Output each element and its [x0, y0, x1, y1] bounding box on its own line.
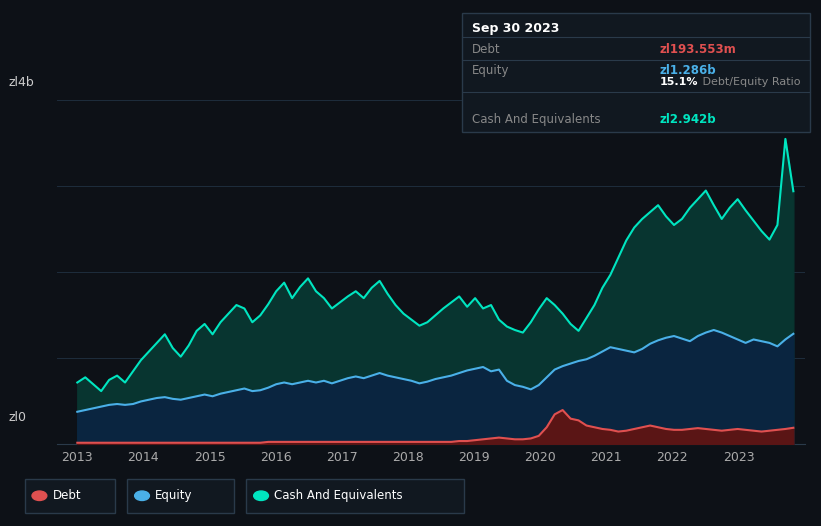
- Text: zl4b: zl4b: [8, 76, 34, 89]
- Text: Debt: Debt: [53, 489, 81, 502]
- Text: zl1.286b: zl1.286b: [659, 64, 716, 77]
- Text: zl193.553m: zl193.553m: [659, 43, 736, 56]
- Text: zl2.942b: zl2.942b: [659, 113, 716, 126]
- Text: Debt/Equity Ratio: Debt/Equity Ratio: [699, 77, 800, 87]
- Text: Cash And Equivalents: Cash And Equivalents: [274, 489, 403, 502]
- Text: 15.1%: 15.1%: [659, 77, 698, 87]
- Text: Equity: Equity: [472, 64, 510, 77]
- Text: zl0: zl0: [8, 411, 26, 424]
- Text: Sep 30 2023: Sep 30 2023: [472, 22, 559, 35]
- Text: Cash And Equivalents: Cash And Equivalents: [472, 113, 601, 126]
- Text: Debt: Debt: [472, 43, 501, 56]
- Text: Equity: Equity: [155, 489, 193, 502]
